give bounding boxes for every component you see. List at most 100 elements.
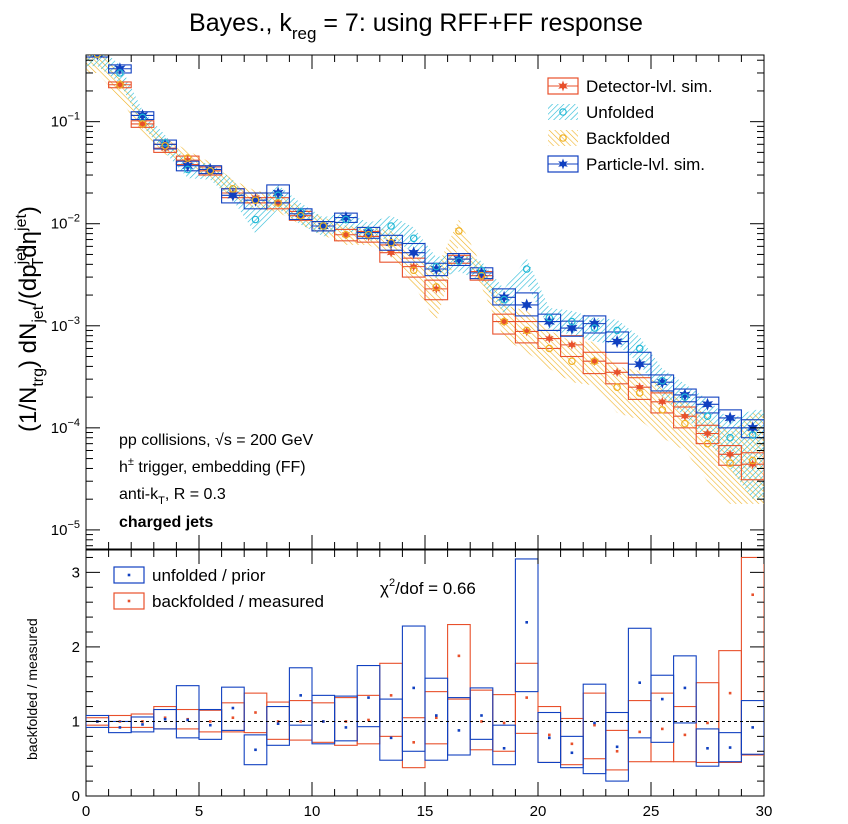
particle-point: [227, 188, 239, 202]
particle-point: [679, 388, 691, 402]
unfolded-point: [726, 433, 734, 442]
particle-point: [453, 252, 465, 266]
unfolded-point: [748, 431, 757, 439]
bottom-y-axis-label: backfolded / measured: [24, 618, 40, 760]
legend-marker-particle: [558, 158, 568, 170]
unfolded-point: [251, 215, 260, 224]
particle-point: [114, 62, 126, 76]
particle-point: [724, 411, 736, 425]
ratio-backfolded-point: [412, 741, 415, 744]
ratio-unfolded-point: [728, 746, 732, 749]
particle-point: [408, 246, 420, 260]
top-y-axis-label: (1/Ntrg) dNjet/(dpjetTdηjet): [13, 206, 47, 432]
ratio-unfolded-box: [379, 698, 403, 761]
chi2-label: χ2/dof = 0.66: [380, 577, 476, 598]
particle-point: [521, 298, 533, 312]
unfolded-point: [274, 191, 282, 200]
ratio-backfolded-point: [367, 718, 370, 722]
unfolded-point: [545, 313, 554, 322]
bottom-x-tick-label: 30: [756, 803, 773, 820]
ratio-unfolded-point: [186, 718, 189, 722]
legend-label-detector: Detector-lvl. sim.: [586, 77, 713, 96]
unfolded-point: [116, 69, 124, 77]
backfolded-point: [748, 456, 757, 465]
particle-point: [159, 137, 171, 151]
ratio-backfolded-point: [683, 733, 687, 737]
backfolded-point: [251, 196, 260, 205]
detector-point: [115, 79, 125, 90]
particle-point: [136, 109, 149, 122]
ratio-backfolded-point: [661, 727, 664, 731]
ratio-unfolded-point: [299, 694, 302, 697]
unfolded-point: [342, 215, 350, 224]
ratio-unfolded-point: [480, 714, 483, 717]
backfolded-point: [93, 55, 101, 58]
backfolded-point: [364, 230, 373, 239]
backfolded-point: [726, 459, 734, 468]
ratio-unfolded-point: [412, 686, 415, 690]
particle-point: [611, 335, 623, 349]
backfolded-point: [681, 419, 689, 428]
legend-box-ratio_backfolded: [113, 592, 145, 610]
backfolded-point: [703, 439, 712, 448]
ratio-unfolded-point: [276, 722, 280, 725]
ratio-backfolded-box: [514, 662, 539, 734]
detector-point: [432, 283, 441, 294]
bottom-x-tick-label: 0: [82, 803, 90, 820]
ratio-backfolded-point: [615, 749, 619, 753]
legend-marker-backfolded: [559, 134, 567, 142]
legend-label-backfolded: Backfolded: [586, 129, 670, 148]
detector-point: [567, 339, 577, 350]
ratio-unfolded-point: [254, 748, 257, 752]
unfolded-point: [296, 208, 305, 216]
ratio-unfolded-box: [175, 685, 200, 739]
ratio-backfolded-box: [447, 623, 471, 700]
ratio-unfolded-point: [638, 681, 641, 684]
backfolded-point: [522, 326, 531, 335]
bottom-y-tick-label: 0: [72, 788, 80, 805]
ratio-unfolded-box: [605, 711, 629, 782]
legend-label-ratio_unfolded: unfolded / prior: [152, 566, 266, 585]
ratio-unfolded-point: [502, 746, 506, 750]
legend-box-ratio_unfolded: [113, 566, 145, 584]
detector-point: [658, 396, 667, 407]
particle-point: [566, 321, 578, 335]
detector-box: [695, 424, 720, 445]
particle-box: [650, 374, 675, 392]
detector-point: [725, 449, 735, 460]
detector-point: [680, 411, 690, 422]
annotation-algorithm: anti-kT, R = 0.3: [119, 486, 226, 507]
unfolded-point: [568, 317, 576, 326]
ratio-unfolded-box: [582, 683, 607, 775]
legend-marker-ratio_unfolded: [127, 573, 131, 577]
ratio-backfolded-point: [570, 742, 574, 746]
ratio-unfolded-point: [751, 726, 754, 729]
unfolded-point: [183, 165, 192, 174]
ratio-backfolded-box: [469, 689, 494, 751]
ratio-backfolded-point: [457, 654, 461, 658]
particle-point: [385, 236, 397, 250]
chart-title: Bayes., kreg = 7: using RFF+FF response: [189, 9, 643, 43]
legend-label-unfolded: Unfolded: [586, 103, 654, 122]
ratio-backfolded-point: [548, 733, 551, 737]
ratio-backfolded-box: [560, 717, 584, 766]
ratio-unfolded-point: [593, 721, 596, 725]
bottom-y-tick-label: 2: [72, 639, 80, 656]
particle-point: [498, 290, 510, 304]
particle-point: [430, 262, 442, 276]
bottom-y-tick-label: 3: [72, 564, 80, 581]
detector-point: [138, 118, 147, 129]
unfolded-point: [161, 139, 169, 147]
detector-box: [424, 279, 449, 301]
ratio-unfolded-point: [231, 706, 235, 710]
legend-marker-ratio_backfolded: [127, 599, 131, 603]
unfolded-point: [477, 266, 486, 275]
unfolded-point: [635, 344, 644, 353]
backfolded-point: [138, 120, 147, 128]
backfolded-point: [500, 317, 508, 326]
particle-point: [317, 219, 329, 233]
ratio-unfolded-point: [435, 714, 438, 717]
unfolded-point: [703, 412, 712, 421]
ratio-backfolded-point: [231, 716, 235, 720]
ratio-unfolded-box: [447, 697, 471, 756]
